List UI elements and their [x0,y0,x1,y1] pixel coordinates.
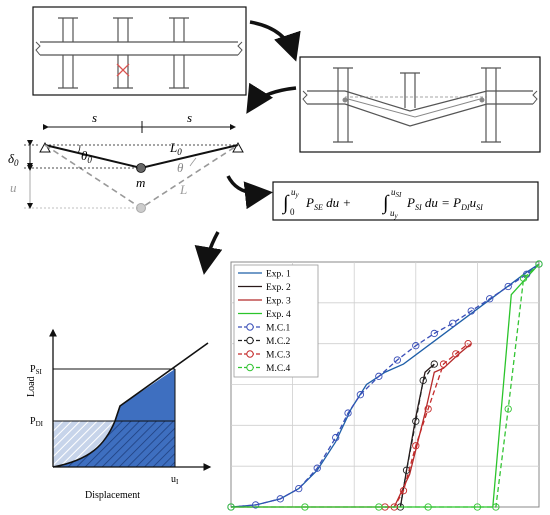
series-marker [295,484,303,493]
series-line [399,363,435,508]
legend-label: M.C.2 [266,337,291,347]
series-marker [412,417,420,425]
series-marker [452,350,460,358]
series-marker [430,329,438,338]
legend-label: M.C.4 [266,364,291,374]
legend-label: Exp. 2 [266,283,291,293]
psi-label: PSI [30,364,42,376]
series-marker [313,464,321,472]
series-marker [519,274,528,282]
legend-marker [246,350,254,358]
series-marker [535,260,543,268]
span-right-label: s [187,110,192,125]
mechanism-sketch: s s δ0 θ0 m L0 θ u L [8,110,244,213]
legend-label: Exp. 4 [266,310,291,320]
series-line [231,263,540,508]
series-marker [412,342,420,350]
results-chart: Exp. 1 Exp. 2 Exp. 3 Exp. 4 M.C.1 M.C.2 M.C.3 M… [227,260,543,511]
series-marker [227,503,235,511]
series-marker [504,282,512,291]
svg-text:uy: uy [291,187,300,199]
flow-arrow-2 [246,82,297,114]
series-marker [419,376,427,385]
series-marker [412,442,420,450]
ui-label: uI [171,474,179,486]
u-label: u [10,180,17,195]
flow-arrow-1 [249,20,301,62]
svg-text:∫: ∫ [381,192,390,215]
theta-label: θ [177,160,184,175]
series-marker [424,405,432,413]
series-marker [251,501,260,509]
svg-text:uy: uy [390,208,399,220]
svg-text:PSE du +: PSE du + [305,195,351,212]
chart-series [227,260,543,511]
series-m-c-4 [227,260,543,511]
series-marker [486,295,494,303]
removed-column-mark [116,63,130,77]
flow-arrow-4 [194,231,223,275]
pdi-label: PDI [30,416,44,428]
series-marker [276,495,284,503]
legend-label: M.C.1 [266,324,291,334]
energy-xlabel: Displacement [85,490,140,501]
chart-legend: Exp. 1 Exp. 2 Exp. 3 Exp. 4 M.C.1 M.C.2 M.C.3 M… [233,264,319,378]
series-marker [449,319,457,327]
delta0-label: δ0 [8,151,19,168]
svg-text:0: 0 [290,207,295,217]
legend-marker [246,336,254,345]
series-marker [356,391,365,399]
legend-label: Exp. 3 [266,297,291,307]
legend-label: Exp. 1 [266,270,291,280]
series-marker [301,503,309,511]
chart-grid [231,262,539,507]
series-marker [399,487,408,495]
series-marker [439,360,448,368]
legend-label: M.C.3 [266,351,291,361]
energy-equation: ∫ uy 0 PSE du + ∫ uSI uy PSI du = PDIuSI [272,181,539,221]
intact-frame-panel [32,6,247,96]
series-marker [344,409,352,417]
series-marker [375,503,383,511]
series-marker [467,307,475,315]
svg-text:uSI: uSI [391,187,402,199]
series-marker [375,372,383,380]
series-marker [393,356,401,364]
theta0-label: θ0 [81,148,92,165]
series-marker [473,503,482,511]
flow-arrow-3 [226,175,273,210]
L0-label: L0 [169,140,182,157]
energy-ylabel: Load [26,376,37,397]
energy-balance-plot: Load Displacement PSI PDI uI [26,328,212,501]
mass-label: m [136,175,145,190]
series-marker [332,433,340,442]
series-marker [464,340,472,348]
legend-marker [246,363,254,372]
deformed-frame-panel [299,56,541,153]
series-marker [402,466,411,474]
legend-marker [246,323,254,331]
series-marker [492,503,500,511]
L-label: L [179,182,187,197]
series-marker [504,405,512,413]
svg-text:PSI du = PDIuSI: PSI du = PDIuSI [406,195,483,212]
series-marker [424,503,432,511]
svg-text:∫: ∫ [281,192,290,215]
span-left-label: s [92,110,97,125]
series-marker [430,360,438,368]
